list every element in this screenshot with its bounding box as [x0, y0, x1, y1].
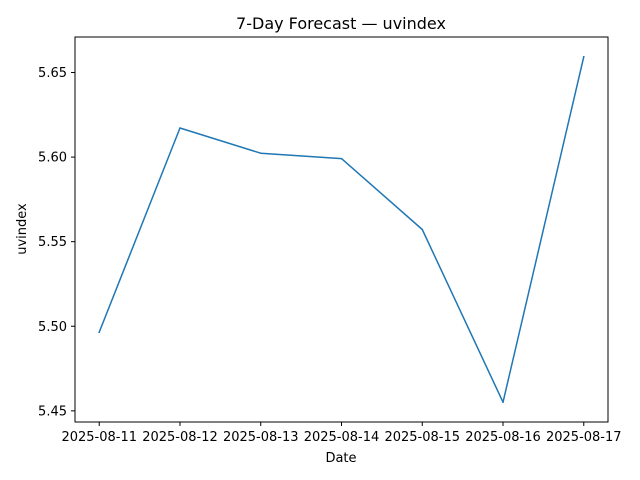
x-axis-label: Date: [325, 451, 356, 466]
y-tick-label: 5.60: [38, 151, 67, 166]
data-point: [259, 152, 262, 155]
x-tick-label: 2025-08-12: [142, 430, 218, 445]
data-point: [340, 157, 343, 160]
chart-title: 7-Day Forecast — uvindex: [236, 14, 446, 33]
data-point: [582, 55, 585, 58]
data-point: [98, 331, 101, 333]
y-tick-label: 5.55: [38, 235, 67, 250]
x-tick-label: 2025-08-11: [61, 430, 137, 445]
y-tick-label: 5.45: [38, 404, 67, 419]
y-axis-ticks: 5.45 5.50 5.55 5.60 5.65: [38, 66, 75, 419]
x-tick-label: 2025-08-13: [223, 430, 299, 445]
x-tick-label: 2025-08-15: [384, 430, 460, 445]
data-point: [502, 401, 504, 404]
x-tick-label: 2025-08-16: [465, 430, 541, 445]
x-tick-label: 2025-08-17: [546, 430, 622, 445]
x-axis-ticks: 2025-08-11 2025-08-12 2025-08-13 2025-08-14…: [61, 422, 622, 445]
y-tick-label: 5.65: [38, 66, 67, 81]
data-point: [179, 127, 181, 129]
y-axis-label: uvindex: [15, 203, 30, 255]
data-point: [421, 228, 424, 231]
x-tick-label: 2025-08-14: [304, 430, 380, 445]
y-tick-label: 5.50: [38, 320, 67, 335]
